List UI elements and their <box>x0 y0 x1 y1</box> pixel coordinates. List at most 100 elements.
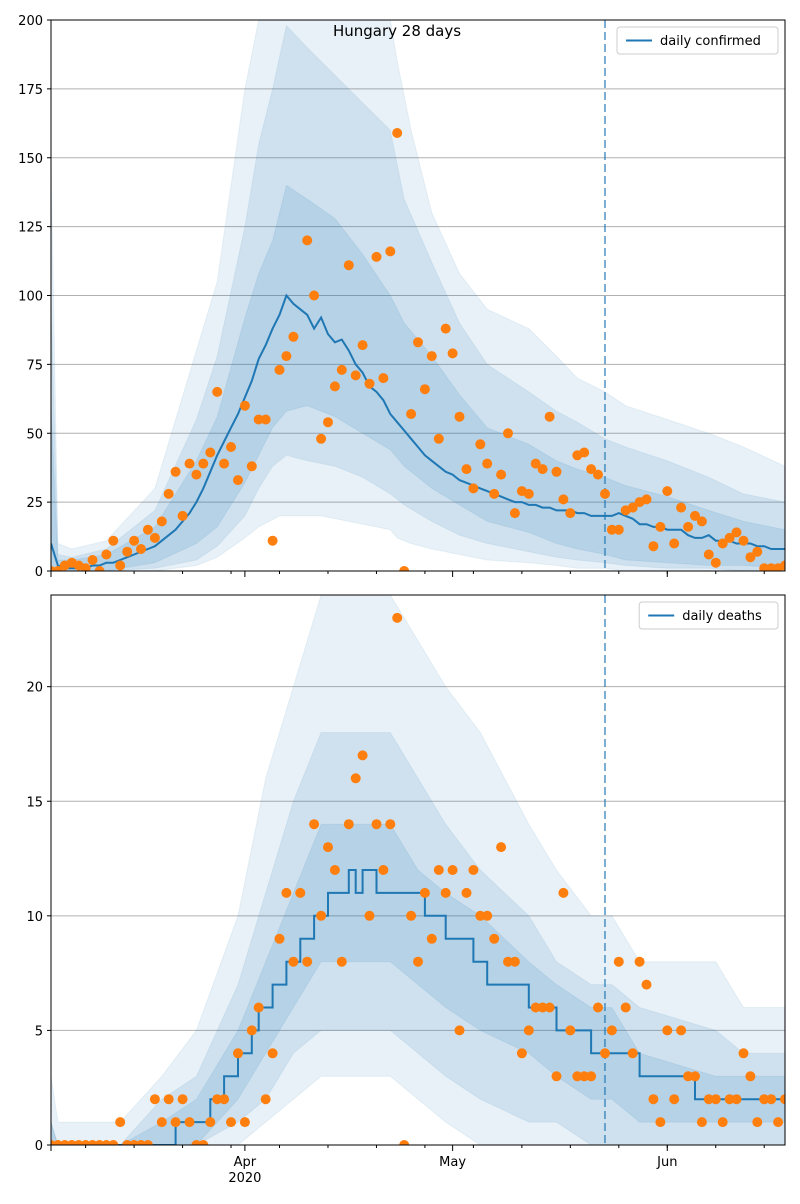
y-tick-label-1-4: 20 <box>26 681 43 696</box>
data-point-0-39 <box>323 417 333 428</box>
legend-label-1: daily deaths <box>682 609 762 624</box>
data-point-1-87 <box>648 1094 659 1105</box>
data-point-0-25 <box>219 458 230 469</box>
data-point-1-76 <box>572 1071 583 1082</box>
legend-box-1 <box>638 601 779 630</box>
data-point-1-45 <box>357 750 368 761</box>
data-point-0-88 <box>662 486 673 497</box>
data-point-1-84 <box>627 1048 638 1059</box>
data-point-0-62 <box>482 458 493 469</box>
legend-box-0 <box>616 26 779 55</box>
data-point-0-64 <box>496 469 507 480</box>
data-point-1-17 <box>163 1094 174 1105</box>
data-point-0-100 <box>745 552 756 563</box>
data-point-1-66 <box>503 956 513 967</box>
panel-0: 0 25 50 75 100 125 150 175 200 Hungary 28 days dai… <box>18 14 800 580</box>
data-point-0-107 <box>794 544 800 554</box>
data-point-1-83 <box>620 1002 631 1013</box>
data-point-1-99 <box>731 1094 742 1105</box>
data-point-1-47 <box>371 819 382 830</box>
data-point-1-107 <box>787 1140 797 1150</box>
data-point-1-31 <box>260 1094 271 1105</box>
data-point-0-40 <box>329 381 340 392</box>
data-point-1-65 <box>496 842 507 853</box>
chart-title: Hungary 28 days <box>333 22 461 40</box>
data-point-0-5 <box>80 563 91 571</box>
data-point-1-58 <box>447 865 458 875</box>
data-point-1-23 <box>205 1117 216 1128</box>
data-point-1-90 <box>669 1094 680 1105</box>
y-tick-label-0-3: 75 <box>26 358 43 373</box>
data-point-0-80 <box>606 524 617 535</box>
data-point-0-60 <box>468 483 479 494</box>
data-point-1-108 <box>794 1094 800 1104</box>
data-point-0-50 <box>399 566 410 571</box>
data-point-1-26 <box>226 1117 236 1128</box>
data-point-1-104 <box>766 1094 777 1105</box>
data-point-0-41 <box>336 364 347 375</box>
data-point-1-93 <box>690 1071 700 1082</box>
data-point-1-67 <box>509 956 520 967</box>
data-point-1-64 <box>489 933 500 944</box>
legend-0: daily confirmed <box>616 26 779 55</box>
data-point-0-79 <box>600 488 610 499</box>
data-point-0-56 <box>440 323 451 334</box>
data-point-1-68 <box>516 1048 527 1059</box>
data-point-1-55 <box>426 933 437 944</box>
data-point-1-85 <box>634 956 645 967</box>
data-point-1-54 <box>419 887 430 898</box>
data-point-1-86 <box>641 979 652 990</box>
data-point-0-15 <box>149 532 160 543</box>
data-point-0-105 <box>780 560 785 571</box>
data-point-1-59 <box>454 1025 465 1036</box>
y-tick-label-0-4: 100 <box>18 290 43 305</box>
data-point-1-82 <box>613 956 624 967</box>
data-point-0-87 <box>655 521 666 532</box>
data-point-1-61 <box>468 865 479 875</box>
data-point-0-29 <box>246 461 257 472</box>
data-point-1-40 <box>323 842 333 853</box>
data-point-0-76 <box>579 447 590 458</box>
data-point-1-51 <box>399 1140 410 1145</box>
data-point-0-71 <box>544 411 555 422</box>
data-point-0-20 <box>184 458 195 469</box>
data-point-0-27 <box>233 475 243 486</box>
data-point-0-49 <box>392 128 403 138</box>
data-point-0-97 <box>724 532 735 543</box>
data-point-1-62 <box>475 910 486 921</box>
data-point-1-10 <box>115 1117 126 1128</box>
data-point-1-29 <box>246 1025 257 1036</box>
data-point-0-47 <box>378 373 389 384</box>
data-point-1-100 <box>738 1048 749 1059</box>
data-point-0-12 <box>129 535 140 546</box>
data-point-0-101 <box>752 546 763 557</box>
data-point-1-32 <box>267 1048 278 1059</box>
data-point-1-28 <box>239 1117 250 1128</box>
band-0-2 <box>51 184 785 571</box>
data-point-0-17 <box>163 488 174 499</box>
data-point-1-56 <box>433 865 444 875</box>
data-point-1-46 <box>364 910 375 921</box>
data-point-0-23 <box>205 447 216 458</box>
data-point-1-89 <box>662 1025 673 1036</box>
data-point-0-106 <box>787 552 797 562</box>
data-point-1-52 <box>406 910 417 921</box>
y-tick-label-1-0: 0 <box>35 1139 43 1154</box>
data-point-1-30 <box>253 1002 264 1013</box>
data-point-0-32 <box>267 535 278 546</box>
y-tick-label-0-7: 175 <box>18 83 43 98</box>
data-point-0-65 <box>503 428 513 439</box>
data-point-0-94 <box>703 549 714 560</box>
axes-frame-1 <box>50 594 786 1146</box>
data-point-0-26 <box>226 442 236 452</box>
data-point-0-33 <box>274 364 285 375</box>
data-point-0-66 <box>509 508 520 519</box>
legend-label-0: daily confirmed <box>660 34 761 49</box>
data-point-0-96 <box>717 538 728 549</box>
data-point-0-61 <box>475 439 486 450</box>
data-point-0-81 <box>613 524 624 535</box>
data-point-0-77 <box>586 464 597 475</box>
data-point-1-77 <box>579 1071 590 1082</box>
